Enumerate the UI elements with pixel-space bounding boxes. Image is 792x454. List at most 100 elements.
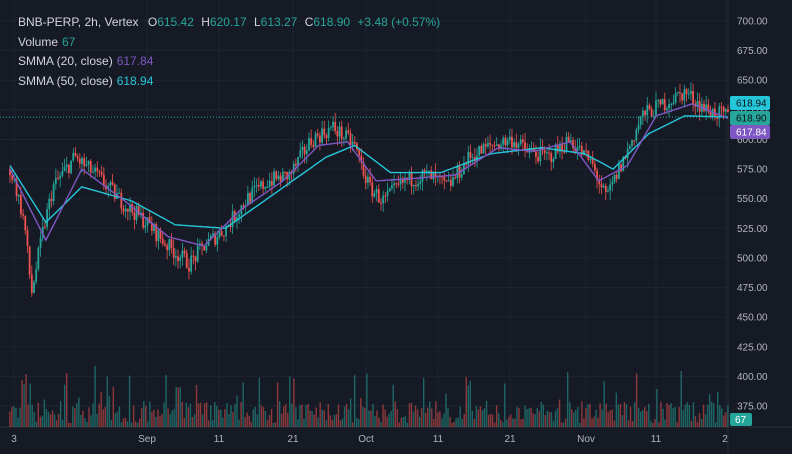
candle-body (279, 175, 282, 182)
candle-body (83, 158, 86, 166)
candle-body (452, 177, 454, 186)
volume-bar (420, 408, 423, 427)
candle-body (611, 181, 614, 185)
candle-body (238, 214, 241, 218)
candle-body (268, 180, 271, 187)
volume-bar (623, 402, 626, 427)
volume-bar (475, 406, 478, 427)
volume-bar (248, 415, 250, 427)
candle-body (445, 180, 448, 182)
candle-body (685, 89, 688, 95)
volume-bar (345, 403, 348, 427)
volume-bar (723, 415, 725, 427)
candle-body (622, 156, 625, 172)
volume-bar (289, 376, 291, 427)
candle-body (620, 164, 622, 172)
candle-body (467, 152, 470, 165)
candle-body (251, 187, 254, 203)
price-tick-label: 700.00 (737, 17, 768, 28)
candle-body (556, 144, 559, 152)
volume-bar (617, 404, 620, 427)
candle-body (639, 116, 642, 125)
candle-body (495, 144, 498, 146)
volume-bar (595, 409, 597, 427)
candle-body (644, 110, 646, 116)
volume-bar (303, 418, 305, 427)
volume-bar (49, 414, 52, 427)
candle-body (57, 177, 59, 179)
price-tick-label: 525.00 (737, 224, 768, 235)
volume-bar (682, 409, 684, 427)
volume-bar (68, 422, 70, 427)
volume-bar (704, 414, 707, 427)
smma50-badge-bg (730, 96, 770, 110)
volume-bar (167, 408, 169, 427)
candle-body (52, 184, 55, 202)
volume-bar (315, 407, 317, 427)
candle-body (367, 176, 369, 183)
volume-bar (648, 403, 650, 427)
volume-bar (498, 413, 500, 427)
candle-body (401, 178, 404, 183)
volume-bar (652, 422, 654, 427)
indicator-value: 617.84 (116, 54, 154, 68)
volume-bar (104, 407, 106, 427)
volume-bar (429, 401, 431, 427)
indicator-volume[interactable]: Volume 67 (18, 33, 440, 53)
candle-body (428, 170, 430, 172)
candle-body (572, 140, 574, 149)
candle-body (222, 235, 225, 237)
volume-bar (605, 403, 607, 427)
candle-body (17, 194, 20, 197)
volume-bar (443, 413, 445, 427)
volume-bar (88, 407, 90, 427)
volume-bar (538, 411, 540, 427)
volume-bar (656, 389, 658, 427)
candle-body (118, 192, 121, 194)
volume-bar (360, 397, 362, 427)
volume-bar (343, 406, 346, 427)
volume-bar (132, 405, 135, 427)
candle-body (318, 135, 321, 143)
volume-bar (45, 409, 48, 427)
candle-body (305, 150, 308, 155)
volume-bar (256, 414, 259, 427)
volume-bar (372, 404, 374, 427)
candle-body (652, 116, 655, 118)
candle-body (148, 217, 151, 224)
volume-bar (674, 406, 676, 427)
volume-bar (637, 407, 640, 427)
volume-bar (431, 408, 433, 427)
indicator-smma20[interactable]: SMMA (20, close) 617.84 (18, 52, 440, 72)
candle-body (508, 136, 511, 141)
volume-bar (122, 418, 125, 427)
candle-body (449, 180, 452, 186)
volume-bar (193, 414, 196, 427)
volume-bar (305, 405, 307, 427)
candle-body (596, 170, 598, 181)
volume-bar (471, 410, 474, 427)
indicator-smma50[interactable]: SMMA (50, close) 618.94 (18, 72, 440, 92)
candle-body (633, 140, 636, 142)
candle-body (423, 170, 426, 172)
volume-bar (410, 403, 413, 427)
candle-body (489, 142, 492, 145)
volume-bar (197, 403, 200, 427)
volume-bar (25, 373, 27, 427)
volume-bar (234, 403, 236, 427)
candle-body (70, 160, 73, 174)
volume-bar (516, 407, 518, 427)
volume-bar (179, 387, 181, 427)
candle-body (24, 215, 27, 231)
volume-bar (114, 413, 117, 427)
volume-bar (191, 417, 194, 427)
time-tick-label: Oct (358, 434, 374, 445)
candle-body (552, 159, 555, 163)
volume-bar (72, 406, 74, 427)
volume-bar (485, 400, 488, 427)
candle-body (430, 170, 433, 180)
candle-body (72, 152, 75, 161)
candle-body (399, 178, 402, 185)
